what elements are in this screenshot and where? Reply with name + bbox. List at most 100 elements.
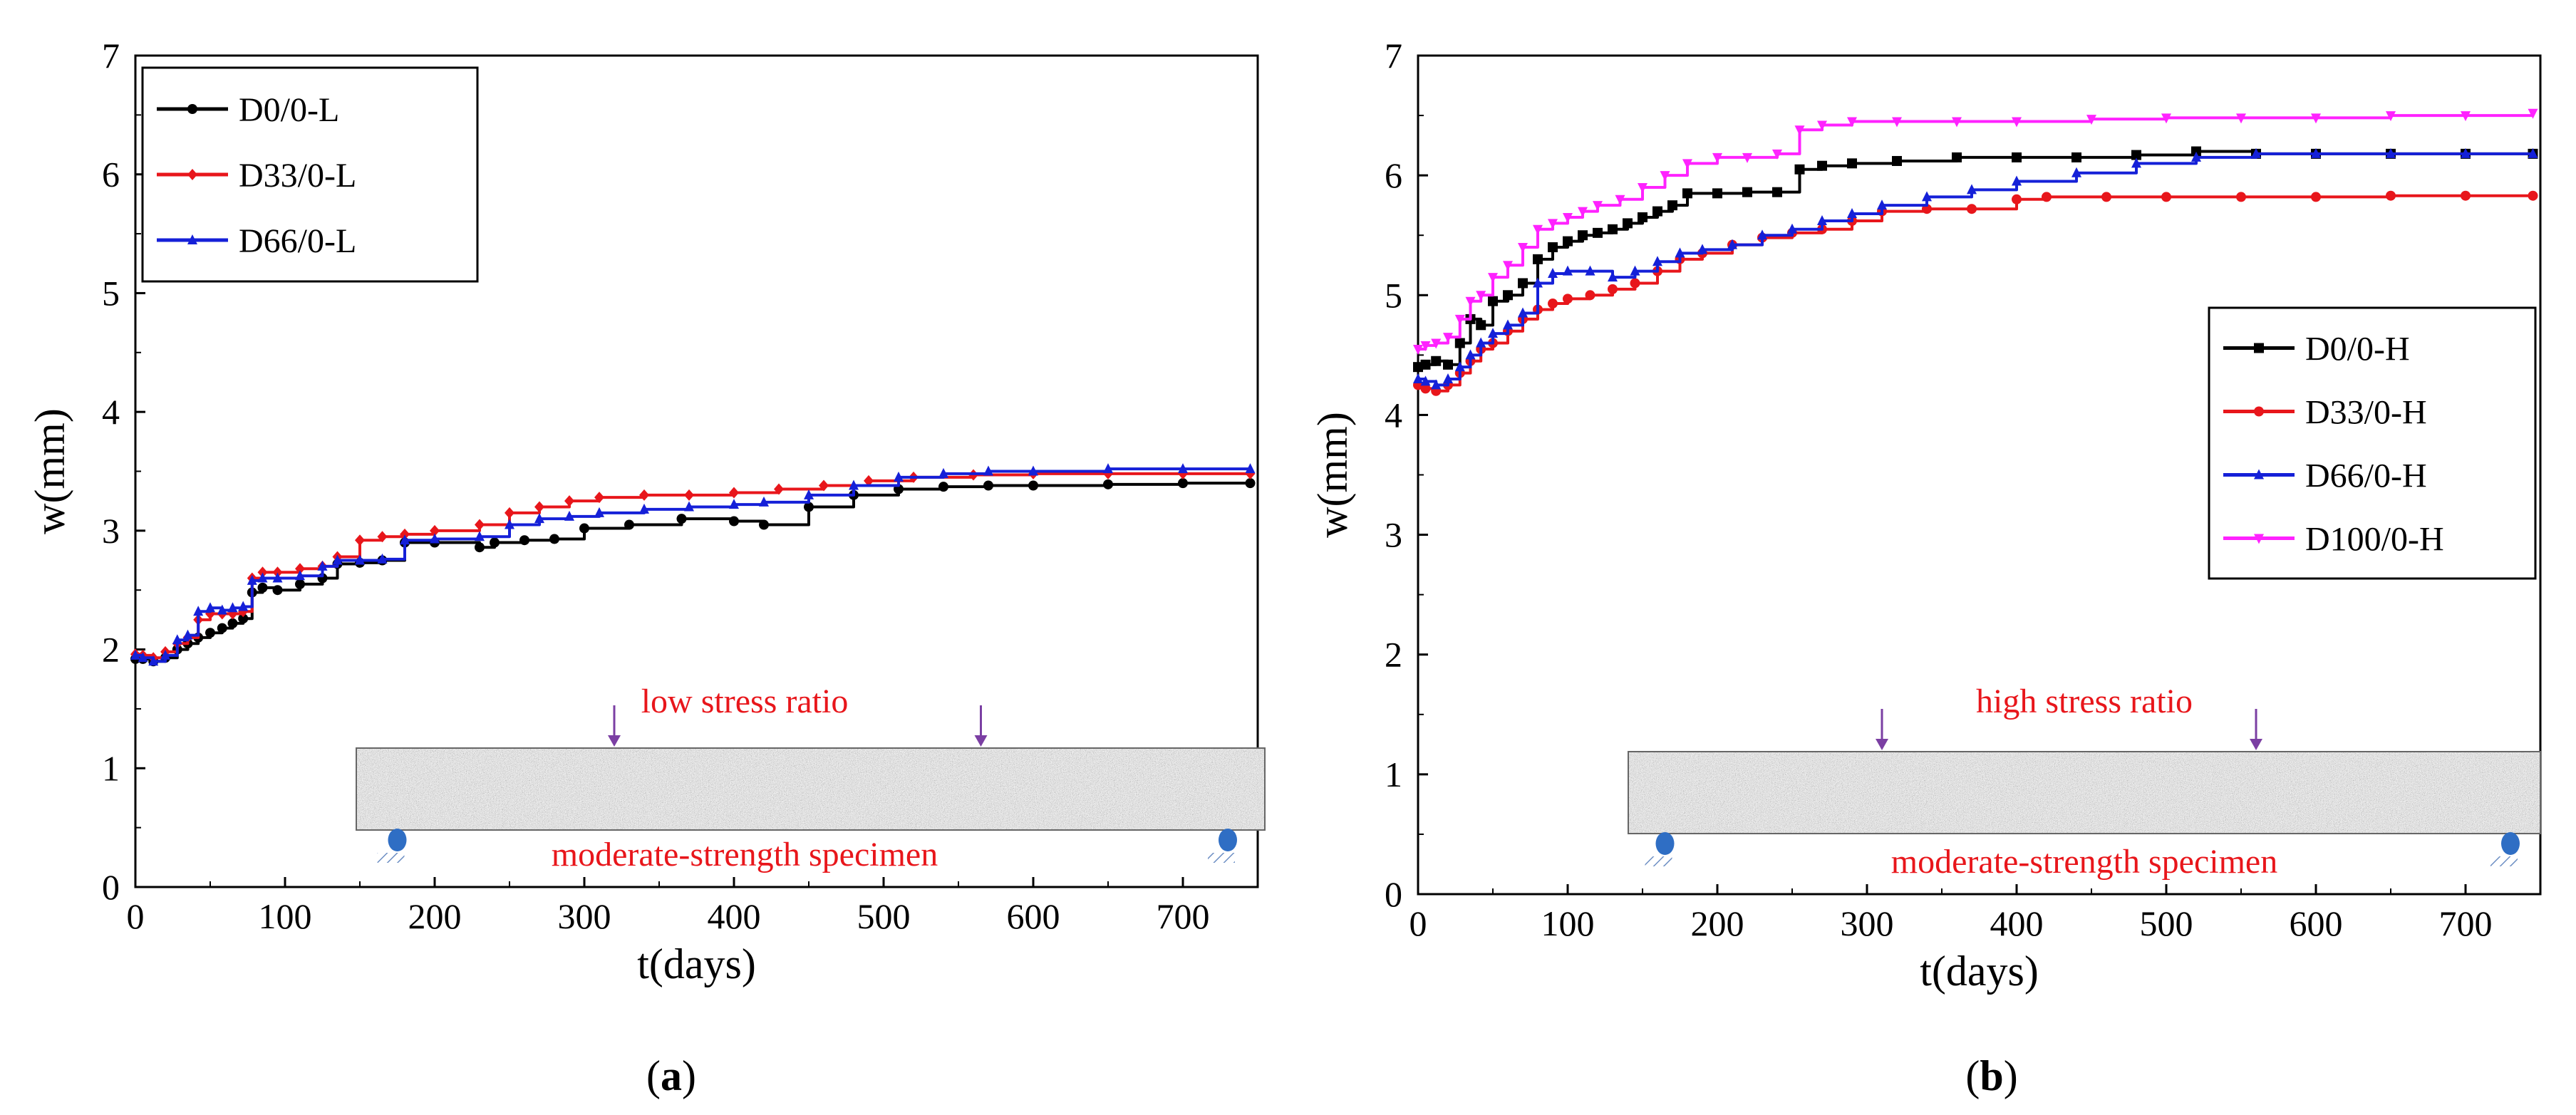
data-point-a-1-31 xyxy=(864,474,874,487)
x-tick-label-b-0: 0 xyxy=(1409,903,1427,943)
support-ground-a-1 xyxy=(1208,853,1235,863)
data-point-a-0-24 xyxy=(549,534,559,544)
data-point-b-0-8 xyxy=(1503,290,1513,301)
specimen-label-a: moderate-strength specimen xyxy=(552,836,938,873)
data-point-a-0-7 xyxy=(205,628,215,638)
data-point-a-2-32 xyxy=(894,471,904,482)
data-point-b-2-23 xyxy=(1847,207,1857,218)
data-point-b-1-31 xyxy=(2236,192,2246,202)
y-tick-label-b-3: 3 xyxy=(1385,515,1402,555)
data-point-a-2-13 xyxy=(272,572,283,583)
data-point-a-0-21 xyxy=(475,542,485,553)
data-point-a-2-21 xyxy=(475,531,485,541)
data-point-a-1-28 xyxy=(729,487,739,499)
data-point-b-1-11 xyxy=(1548,299,1558,309)
support-roller-b-1 xyxy=(2501,832,2520,855)
data-point-b-0-13 xyxy=(1578,230,1588,241)
data-point-b-3-23 xyxy=(1817,120,1827,131)
data-point-a-1-20 xyxy=(430,524,440,536)
data-point-b-2-19 xyxy=(1727,239,1737,249)
data-point-a-0-14 xyxy=(295,579,305,589)
data-point-a-2-34 xyxy=(983,465,993,476)
data-point-b-0-29 xyxy=(2012,152,2022,162)
data-point-a-2-26 xyxy=(639,503,649,514)
data-point-a-2-29 xyxy=(759,496,769,507)
legend-marker-a-0 xyxy=(187,104,197,114)
beam-specimen-a xyxy=(356,748,1265,830)
data-point-b-2-28 xyxy=(2071,167,2081,177)
y-tick-label-b-7: 7 xyxy=(1385,36,1402,76)
data-point-a-1-30 xyxy=(819,479,829,492)
beam-specimen-b xyxy=(1628,752,2540,834)
data-point-b-3-0 xyxy=(1413,344,1423,355)
data-point-b-2-21 xyxy=(1787,223,1797,234)
data-point-b-3-17 xyxy=(1660,171,1670,182)
data-point-b-0-16 xyxy=(1623,218,1633,229)
caption-a: (a) xyxy=(646,1052,696,1099)
x-tick-label-a-1: 100 xyxy=(259,896,312,936)
data-point-b-0-6 xyxy=(1476,320,1486,331)
x-tick-label-a-5: 500 xyxy=(857,896,911,936)
data-point-b-1-34 xyxy=(2461,190,2471,201)
y-tick-label-a-6: 6 xyxy=(102,155,120,195)
specimen-label-b: moderate-strength specimen xyxy=(1891,843,2277,881)
data-point-a-1-18 xyxy=(377,531,388,543)
data-point-b-3-29 xyxy=(2161,113,2171,124)
data-point-a-1-27 xyxy=(684,489,694,501)
caption-b: (b) xyxy=(1965,1052,2017,1099)
data-point-b-2-22 xyxy=(1817,215,1827,226)
data-point-b-0-25 xyxy=(1817,160,1827,171)
data-point-a-2-1 xyxy=(138,652,148,663)
data-point-a-2-14 xyxy=(295,570,305,581)
x-tick-label-b-5: 500 xyxy=(2140,903,2193,943)
data-point-b-2-31 xyxy=(2251,147,2261,158)
data-point-b-0-3 xyxy=(1443,359,1453,370)
data-point-b-0-12 xyxy=(1563,236,1573,247)
data-point-b-2-35 xyxy=(2528,147,2538,158)
data-point-a-2-24 xyxy=(564,510,574,521)
data-point-a-2-17 xyxy=(355,554,365,565)
data-point-a-0-34 xyxy=(983,480,993,491)
data-point-b-0-24 xyxy=(1794,164,1805,175)
data-point-a-0-13 xyxy=(272,585,283,596)
data-point-b-0-30 xyxy=(2071,152,2081,162)
data-point-a-2-5 xyxy=(182,629,193,640)
caption-a-letter: a xyxy=(661,1052,682,1099)
data-point-a-1-26 xyxy=(639,489,649,501)
y-tick-label-b-2: 2 xyxy=(1385,635,1402,675)
data-point-a-2-27 xyxy=(684,501,694,512)
data-point-b-0-26 xyxy=(1847,158,1857,169)
data-point-b-3-26 xyxy=(1952,117,1962,128)
y-tick-label-b-6: 6 xyxy=(1385,155,1402,195)
data-point-b-0-20 xyxy=(1682,188,1692,199)
data-point-b-3-22 xyxy=(1794,125,1805,136)
data-point-a-2-4 xyxy=(172,634,182,645)
data-point-b-3-2 xyxy=(1431,338,1442,349)
data-point-b-2-11 xyxy=(1548,268,1558,279)
data-point-b-3-1 xyxy=(1420,341,1431,351)
data-point-b-0-31 xyxy=(2131,150,2141,160)
data-point-b-0-10 xyxy=(1533,254,1543,264)
data-point-a-2-12 xyxy=(257,572,268,583)
y-tick-label-a-3: 3 xyxy=(102,511,120,551)
stress-ratio-label-a: low stress ratio xyxy=(641,683,849,720)
data-point-b-1-33 xyxy=(2386,190,2396,201)
data-point-a-2-16 xyxy=(332,554,343,565)
data-point-a-0-29 xyxy=(759,519,769,530)
data-point-b-0-2 xyxy=(1431,356,1442,366)
load-arrow-head-b-0 xyxy=(1876,739,1888,750)
beam-outline-b xyxy=(1628,751,2541,834)
data-point-a-2-7 xyxy=(205,602,215,613)
data-point-b-3-8 xyxy=(1503,261,1513,271)
data-point-a-1-12 xyxy=(257,566,268,579)
data-point-b-0-32 xyxy=(2191,146,2201,157)
data-point-b-2-6 xyxy=(1476,337,1486,348)
y-tick-label-a-2: 2 xyxy=(102,630,120,670)
y-tick-label-b-0: 0 xyxy=(1385,874,1402,914)
data-point-b-1-26 xyxy=(1967,204,1977,214)
data-point-a-0-12 xyxy=(257,582,268,593)
data-point-a-2-38 xyxy=(1245,463,1256,474)
data-point-b-2-13 xyxy=(1585,265,1595,276)
data-point-b-2-1 xyxy=(1420,375,1431,386)
data-point-b-0-21 xyxy=(1712,188,1722,199)
